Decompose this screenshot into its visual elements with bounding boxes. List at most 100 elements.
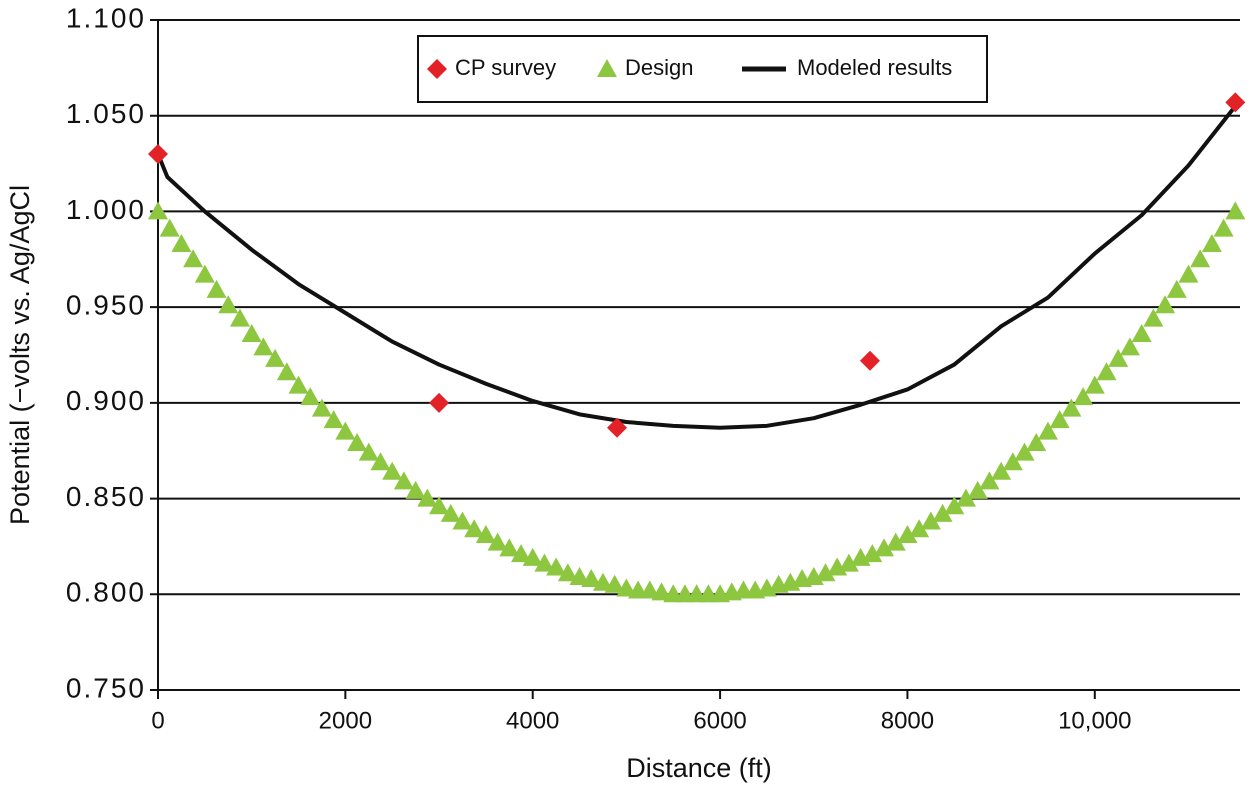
triangle-marker [592, 572, 613, 591]
triangle-marker [838, 553, 859, 572]
triangle-marker [979, 471, 1000, 490]
triangle-marker [569, 567, 590, 586]
triangle-marker [347, 433, 368, 452]
diamond-marker [859, 350, 880, 371]
triangle-marker [1225, 201, 1246, 220]
x-tick-label: 4000 [506, 707, 559, 734]
legend-box [417, 35, 988, 103]
triangle-marker [265, 348, 286, 367]
y-tick-label: 1.000 [66, 194, 146, 225]
triangle-marker [815, 563, 836, 582]
triangle-marker [885, 532, 906, 551]
triangle-marker [557, 563, 578, 582]
modeled-line [156, 104, 1237, 430]
triangle-marker [475, 524, 496, 543]
triangle-marker [581, 568, 602, 587]
legend-label: Design [625, 55, 693, 80]
diamond-marker [427, 59, 447, 79]
triangle-marker [1096, 362, 1117, 381]
triangle-marker [616, 578, 637, 597]
triangle-marker [206, 279, 227, 298]
triangle-marker [1178, 264, 1199, 283]
triangle-marker [382, 461, 403, 480]
triangle-marker [288, 375, 309, 394]
triangle-marker [300, 387, 321, 406]
triangle-marker [1084, 375, 1105, 394]
y-tick-label: 1.050 [66, 98, 146, 129]
y-tick-label: 0.900 [66, 385, 146, 416]
triangle-marker [183, 249, 204, 268]
triangle-marker [1073, 387, 1094, 406]
triangle-marker [1014, 442, 1035, 461]
triangle-marker [909, 519, 930, 538]
x-axis-title: Distance (ft) [626, 753, 772, 783]
diamond-marker [1225, 92, 1246, 113]
diamond-marker [429, 392, 450, 413]
x-tick-label: 0 [151, 707, 164, 734]
triangle-marker [604, 574, 625, 593]
triangle-marker [358, 442, 379, 461]
triangle-marker [171, 233, 192, 252]
y-axis-title: Potential (−volts vs. Ag/AgCl [5, 185, 35, 525]
x-tick-label: 2000 [319, 707, 372, 734]
triangle-marker [955, 488, 976, 507]
triangle-marker [417, 488, 438, 507]
triangle-marker [487, 532, 508, 551]
x-tick-label: 10,000 [1058, 707, 1131, 734]
triangle-marker [862, 544, 883, 563]
triangle-marker [1190, 249, 1211, 268]
triangle-marker [511, 544, 532, 563]
triangle-marker [534, 553, 555, 572]
legend-label: Modeled results [797, 55, 952, 80]
triangle-marker [1155, 295, 1176, 314]
triangle-marker [932, 503, 953, 522]
triangle-marker [546, 557, 567, 576]
triangle-marker [944, 496, 965, 515]
triangle-marker [335, 421, 356, 440]
triangle-marker [1131, 323, 1152, 342]
triangle-marker [499, 538, 520, 557]
triangle-marker [159, 218, 180, 237]
x-tick-label: 6000 [693, 707, 746, 734]
triangle-marker [405, 480, 426, 499]
triangle-marker [1049, 410, 1070, 429]
triangle-marker [874, 538, 895, 557]
triangle-marker [229, 308, 250, 327]
triangle-marker [440, 503, 461, 522]
triangle-marker [920, 511, 941, 530]
y-tick-label: 0.850 [66, 481, 146, 512]
x-tick-label: 8000 [881, 707, 934, 734]
triangle-marker [276, 362, 297, 381]
triangle-marker [597, 59, 617, 77]
triangle-marker [393, 471, 414, 490]
triangle-marker [464, 519, 485, 538]
y-tick-label: 0.750 [66, 672, 146, 703]
triangle-marker [370, 452, 391, 471]
triangle-marker [639, 580, 660, 599]
triangle-marker [323, 410, 344, 429]
y-tick-label: 0.950 [66, 290, 146, 321]
triangle-marker [1143, 308, 1164, 327]
triangle-marker [967, 480, 988, 499]
legend-label: CP survey [455, 55, 556, 80]
triangle-marker [1061, 398, 1082, 417]
triangle-marker [991, 461, 1012, 480]
diamond-marker [148, 144, 168, 164]
triangle-marker [253, 337, 274, 356]
triangle-marker [194, 264, 215, 283]
triangle-marker [1119, 337, 1140, 356]
triangle-marker [1213, 218, 1234, 237]
triangle-marker [1108, 348, 1129, 367]
diamond-marker [607, 417, 628, 438]
triangle-marker [311, 398, 332, 417]
triangle-marker [429, 496, 450, 515]
y-tick-label: 0.800 [66, 577, 146, 608]
triangle-marker [148, 201, 168, 220]
y-tick-label: 1.100 [66, 2, 146, 33]
triangle-marker [452, 511, 473, 530]
triangle-marker [1166, 279, 1187, 298]
triangle-marker [1002, 452, 1023, 471]
triangle-marker [218, 295, 239, 314]
triangle-marker [241, 323, 262, 342]
